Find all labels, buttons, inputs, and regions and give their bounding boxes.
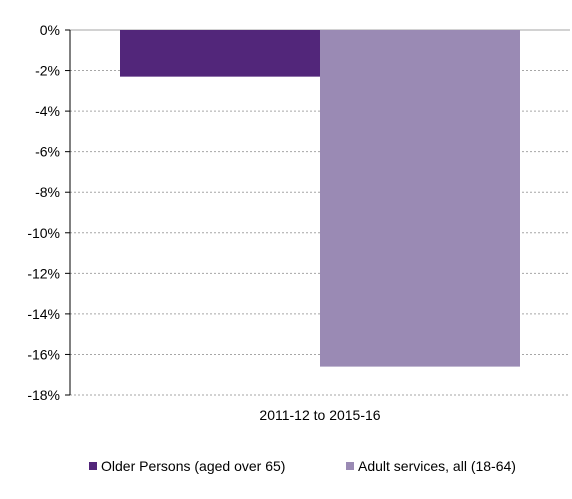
y-tick-label: -6% [35,144,60,160]
legend-label: Adult services, all (18-64) [358,458,516,474]
y-tick-label: 0% [40,22,60,38]
y-tick-labels: 0% -2% -4% -6% -8% -10% -12% -14% -16% -18% [27,22,60,403]
legend: Older Persons (aged over 65) Adult servic… [89,458,516,474]
y-tick-label: -8% [35,184,60,200]
legend-swatch [346,462,354,470]
bars [120,30,520,367]
y-tick-label: -16% [27,346,60,362]
x-category-labels: 2011-12 to 2015-16 [259,407,380,423]
y-tick-label: -2% [35,63,60,79]
y-tick-label: -12% [27,265,60,281]
bar-0 [120,30,320,77]
y-tick-label: -14% [27,306,60,322]
y-tick-label: -10% [27,225,60,241]
legend-label: Older Persons (aged over 65) [101,458,285,474]
x-category-label: 2011-12 to 2015-16 [259,407,380,423]
legend-swatch [89,462,97,470]
y-tick-label: -18% [27,387,60,403]
y-tick-label: -4% [35,103,60,119]
bar-1 [320,30,520,367]
